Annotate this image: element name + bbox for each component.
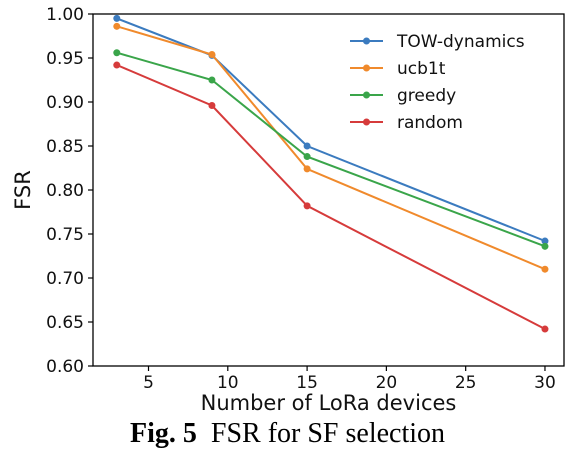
figure-caption: Fig. 5 FSR for SF selection: [0, 418, 575, 450]
series-line-ucb1t: [116, 25, 546, 271]
x-tick-label: 5: [143, 373, 154, 393]
data-point-ucb1t: [113, 22, 121, 30]
data-point-ucb1t: [541, 265, 549, 273]
x-tick-label: 10: [217, 373, 239, 393]
data-point-tow-dynamics: [303, 142, 311, 150]
legend-label-greedy: greedy: [397, 86, 456, 106]
x-tick-label: 15: [296, 373, 318, 393]
x-tick-label: 25: [455, 373, 477, 393]
line-chart: 5 10 15 20 25 30 0.60 0.65 0.70 0.75 0.80 0.85 0.90 0…: [11, 5, 565, 415]
series-line-random: [116, 64, 546, 330]
x-axis-label: Number of LoRa devices: [201, 391, 457, 415]
data-point-random: [113, 61, 121, 69]
axis-ticks: 5 10 15 20 25 30 0.60 0.65 0.70 0.75 0.80 0.85 0.90 0…: [46, 5, 556, 393]
series-line-tow-dynamics: [116, 17, 546, 242]
y-tick-label: 0.80: [46, 181, 84, 201]
legend-label-random: random: [397, 113, 463, 133]
data-point-greedy: [113, 49, 121, 57]
data-point-random: [541, 325, 549, 333]
data-point-ucb1t: [208, 50, 216, 58]
y-tick-label: 0.90: [46, 93, 84, 113]
data-point-tow-dynamics: [113, 14, 121, 22]
series-lines: [113, 14, 549, 333]
legend-marker-tow-dynamics: [363, 37, 370, 45]
data-point-random: [303, 202, 311, 210]
y-tick-label: 1.00: [46, 5, 84, 25]
legend-marker-ucb1t: [363, 64, 370, 72]
data-point-greedy: [541, 242, 549, 250]
y-tick-label: 0.70: [46, 269, 84, 289]
data-point-ucb1t: [303, 165, 311, 173]
y-tick-label: 0.85: [46, 137, 84, 157]
figure-caption-text: FSR for SF selection: [210, 418, 446, 449]
y-tick-label: 0.75: [46, 225, 84, 245]
data-point-tow-dynamics: [541, 237, 549, 245]
y-tick-label: 0.95: [46, 49, 84, 69]
y-tick-label: 0.60: [46, 357, 84, 377]
y-tick-label: 0.65: [46, 313, 84, 333]
legend: TOW-dynamics ucb1t greedy random: [350, 32, 525, 133]
y-axis-label: FSR: [11, 170, 35, 210]
legend-label-ucb1t: ucb1t: [397, 59, 446, 79]
legend-marker-greedy: [363, 91, 370, 99]
x-tick-label: 30: [534, 373, 556, 393]
legend-marker-random: [363, 118, 370, 126]
figure-number: Fig. 5: [129, 418, 197, 449]
legend-label-tow-dynamics: TOW-dynamics: [396, 32, 525, 52]
x-tick-label: 20: [376, 373, 398, 393]
data-point-greedy: [303, 153, 311, 161]
data-point-greedy: [208, 76, 216, 84]
series-line-greedy: [116, 51, 546, 248]
data-point-random: [208, 102, 216, 110]
